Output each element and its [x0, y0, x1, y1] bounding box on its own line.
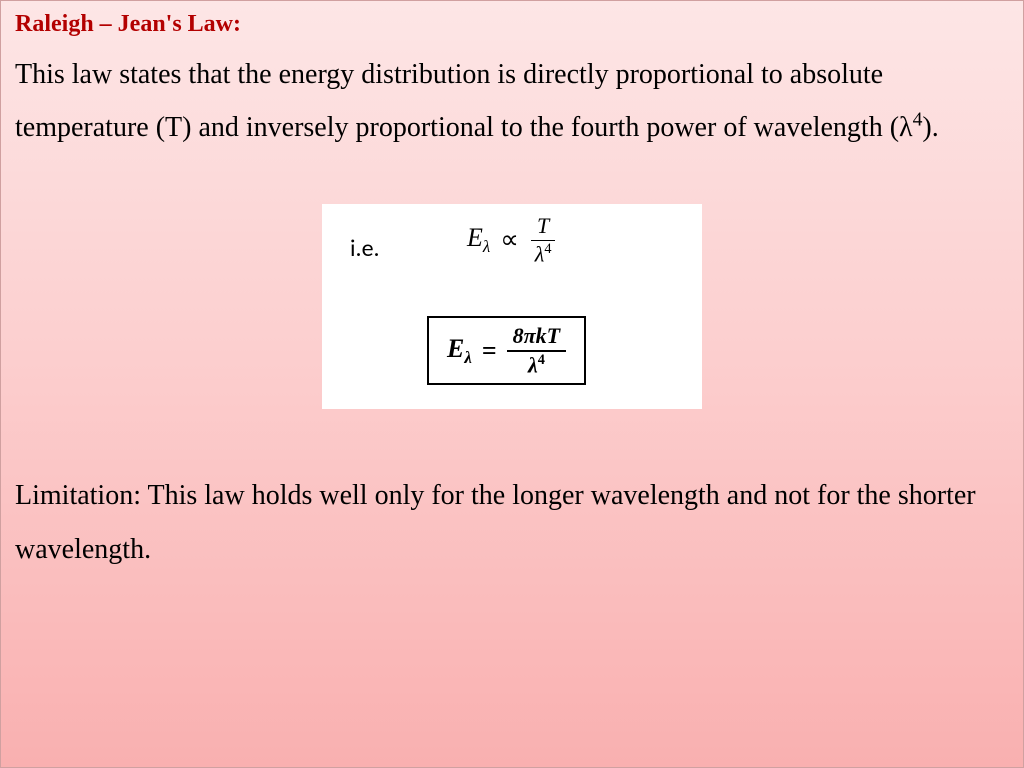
body-text-part2: ). [922, 112, 938, 143]
eq2-den-lambda: λ [528, 352, 538, 377]
eq2-den-exp: 4 [538, 352, 545, 368]
law-description: This law states that the energy distribu… [15, 48, 1009, 154]
eq1-den-exp: 4 [544, 241, 551, 257]
exponent-4: 4 [913, 110, 923, 131]
lambda-symbol: λ [899, 112, 913, 143]
eq2-numerator: 8πkT [507, 324, 566, 351]
proportional-symbol: ∝ [500, 225, 519, 255]
slide: Raleigh – Jean's Law: This law states th… [0, 0, 1024, 768]
eq1-denominator: λ4 [529, 241, 558, 267]
eq1-numerator: T [531, 214, 555, 240]
eq2-sub-lambda: λ [464, 348, 472, 367]
slide-title: Raleigh – Jean's Law: [15, 11, 1009, 38]
body-text-part1: This law states that the energy distribu… [15, 59, 899, 143]
eq1-E: E [467, 223, 483, 252]
eq2-E: E [447, 334, 464, 363]
eq2-lhs: Eλ [447, 334, 472, 368]
ie-label: i.e. [350, 234, 380, 263]
eq2-fraction: 8πkT λ4 [507, 324, 566, 377]
eq2-denominator: λ4 [522, 352, 551, 378]
lambda-fourth: λ4 [899, 112, 922, 143]
proportionality-equation: Eλ ∝ T λ4 [467, 214, 557, 266]
boxed-equation: Eλ = 8πkT λ4 [427, 316, 586, 385]
eq1-fraction: T λ4 [529, 214, 558, 266]
formula-panel: i.e. Eλ ∝ T λ4 Eλ = 8πkT λ4 [322, 204, 702, 409]
equals-symbol: = [482, 336, 497, 366]
eq1-den-lambda: λ [535, 241, 545, 266]
eq1-lhs: Eλ [467, 223, 490, 257]
limitation-text: Limitation: This law holds well only for… [15, 469, 1009, 575]
eq1-sub-lambda: λ [483, 237, 490, 256]
